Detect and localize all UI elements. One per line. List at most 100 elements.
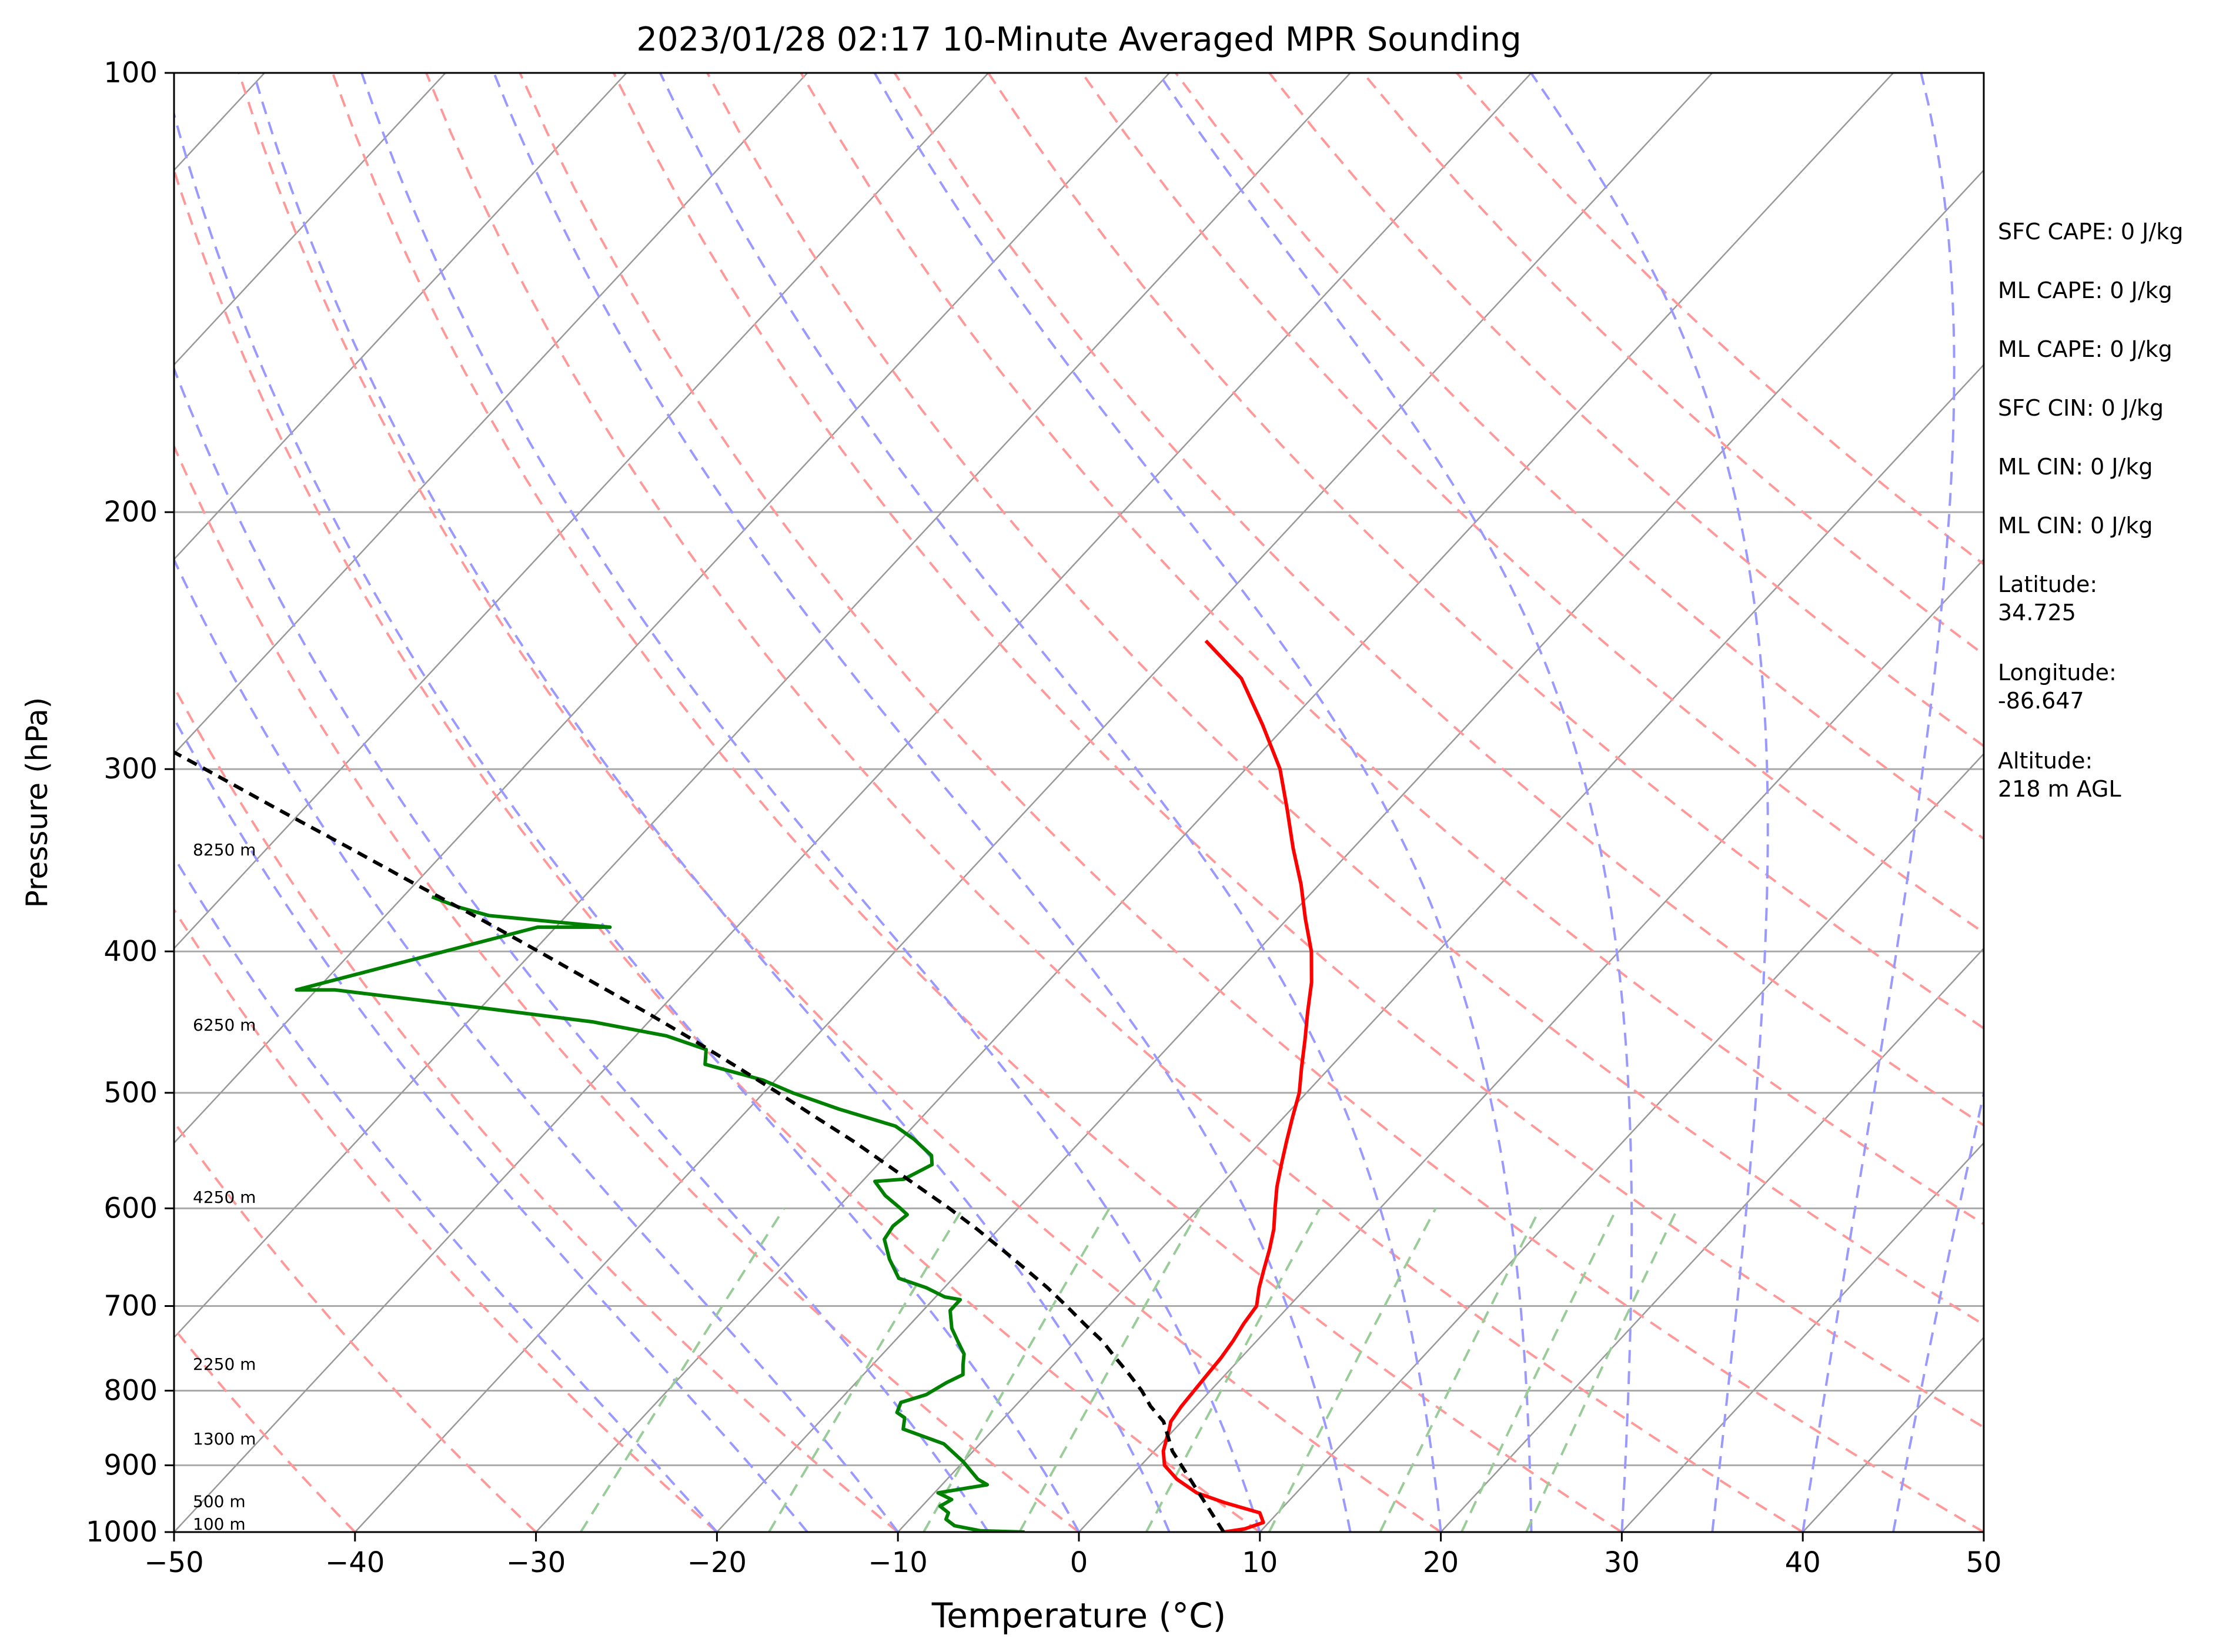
dry-adiabat-line [1081, 73, 1984, 934]
series-layer [174, 639, 1313, 1532]
moist-adiabat-line [659, 73, 1442, 1532]
mixing-ratio-line [1460, 1208, 1618, 1532]
moist-adiabat-line [1801, 73, 1956, 1532]
y-tick-label: 500 [103, 1076, 158, 1109]
x-tick-label: 40 [1785, 1546, 1821, 1579]
height-label: 2250 m [193, 1355, 256, 1374]
mixing-ratio-line [768, 1208, 964, 1532]
isotherm-line [174, 73, 446, 366]
mixing-ratio-line [1018, 1208, 1201, 1532]
mixing-ratio-line [579, 1208, 786, 1532]
dewpoint-profile [295, 895, 1025, 1532]
dry-adiabat-line [174, 684, 899, 1532]
isotherm-line [716, 169, 1984, 1532]
dry-adiabat-line [800, 73, 1984, 1226]
isotherm-line [1259, 753, 1984, 1532]
altitude-block: Altitude: 218 m AGL [1998, 747, 2221, 803]
moist-adiabat-line [360, 73, 1261, 1532]
moist-adiabat-line [174, 109, 1080, 1532]
dry-adiabat-line [425, 73, 1804, 1532]
height-label: 4250 m [193, 1188, 256, 1207]
stats-panel: SFC CAPE: 0 J/kg ML CAPE: 0 J/kg ML CAPE… [1998, 218, 2221, 835]
dry-adiabat-line [519, 73, 1984, 1532]
moist-adiabat-line [174, 715, 808, 1532]
height-label: 500 m [193, 1492, 246, 1511]
mixing-ratio-line [1525, 1208, 1679, 1532]
y-tick-label: 1000 [86, 1516, 158, 1549]
isotherm-line [535, 73, 1894, 1532]
dry-adiabat-line [612, 73, 1984, 1429]
latitude-value: 34.725 [1998, 600, 2076, 626]
dry-adiabat-line [331, 73, 1623, 1532]
x-tick-label: 0 [1070, 1546, 1088, 1579]
stat-ml-cin: ML CIN: 0 J/kg [1998, 454, 2153, 480]
dry-adiabat-line [706, 73, 1984, 1326]
moist-adiabat-line [174, 365, 990, 1532]
isotherm-line [174, 73, 1170, 1144]
x-tick-label: 20 [1423, 1546, 1459, 1579]
x-tick-label: −40 [325, 1546, 385, 1579]
x-tick-label: −50 [144, 1546, 203, 1579]
height-label: 1300 m [193, 1429, 256, 1449]
longitude-label: Longitude: [1998, 660, 2117, 685]
y-tick-label: 200 [103, 496, 158, 529]
isotherm-line [1621, 1142, 1984, 1532]
x-tick-label: −10 [868, 1546, 928, 1579]
isotherm-line [174, 73, 990, 950]
isotherm-line [174, 73, 1532, 1532]
x-axis: −50 −40 −30 −20 −10 0 10 20 30 40 50 [144, 1532, 2002, 1579]
altitude-label: Altitude: [1998, 748, 2093, 774]
x-tick-label: 30 [1604, 1546, 1640, 1579]
dry-adiabat-line [174, 166, 1261, 1532]
x-tick-label: 50 [1966, 1546, 2001, 1579]
y-tick-label: 400 [103, 935, 158, 968]
x-tick-label: 10 [1242, 1546, 1278, 1579]
mixing-ratio-line [1379, 1208, 1542, 1532]
x-tick-label: −30 [506, 1546, 566, 1579]
y-tick-label: 600 [103, 1192, 158, 1225]
height-label: 8250 m [193, 840, 256, 860]
longitude-block: Longitude: -86.647 [1998, 658, 2221, 715]
isotherm-line [174, 73, 627, 561]
stat-sfc-cin: SFC CIN: 0 J/kg [1998, 395, 2164, 421]
y-tick-label: 800 [103, 1374, 158, 1407]
isotherm-line [174, 73, 1351, 1339]
altitude-value: 218 m AGL [1998, 776, 2121, 802]
moist-adiabat-line [174, 855, 718, 1532]
dry-adiabat-line [174, 1120, 537, 1532]
y-tick-label: 700 [103, 1290, 158, 1323]
stat-ml-cape-2: ML CAPE: 0 J/kg [1998, 336, 2172, 362]
dry-adiabat-line [987, 73, 1984, 1030]
dry-adiabat-line [174, 443, 1080, 1532]
isotherm-line [354, 73, 1713, 1532]
height-label: 100 m [193, 1514, 246, 1534]
isotherm-line [1440, 947, 1984, 1532]
y-axis-label: Pressure (hPa) [20, 697, 54, 908]
parcel-profile [174, 750, 1225, 1532]
chart-title: 2023/01/28 02:17 10-Minute Averaged MPR … [636, 21, 1521, 59]
mixing-ratio-line [923, 1208, 1111, 1532]
moist-adiabat-line [174, 557, 899, 1532]
dry-adiabat-line [174, 907, 718, 1532]
latitude-block: Latitude: 34.725 [1998, 570, 2221, 627]
temperature-profile [1161, 639, 1313, 1532]
background-lines [174, 73, 1984, 1532]
x-tick-label: −20 [687, 1546, 747, 1579]
stat-ml-cape: ML CAPE: 0 J/kg [1998, 277, 2172, 303]
y-tick-label: 100 [103, 56, 158, 89]
height-labels: 8250 m 6250 m 4250 m 2250 m 1300 m 500 m 100 m [193, 840, 256, 1534]
moist-adiabat-line [493, 73, 1352, 1532]
y-tick-label: 900 [103, 1449, 158, 1482]
isotherm-line [1078, 558, 1984, 1532]
latitude-label: Latitude: [1998, 571, 2098, 597]
y-tick-label: 300 [103, 753, 158, 785]
y-axis: 100 200 300 400 500 600 700 800 900 1000 [86, 56, 174, 1549]
x-axis-label: Temperature (°C) [931, 1596, 1226, 1636]
dry-adiabat-line [1268, 73, 1984, 748]
isotherm-line [897, 363, 1984, 1532]
mixing-ratio-line [1268, 1208, 1437, 1532]
mixing-ratio-line [1145, 1208, 1321, 1532]
height-label: 6250 m [193, 1015, 256, 1035]
